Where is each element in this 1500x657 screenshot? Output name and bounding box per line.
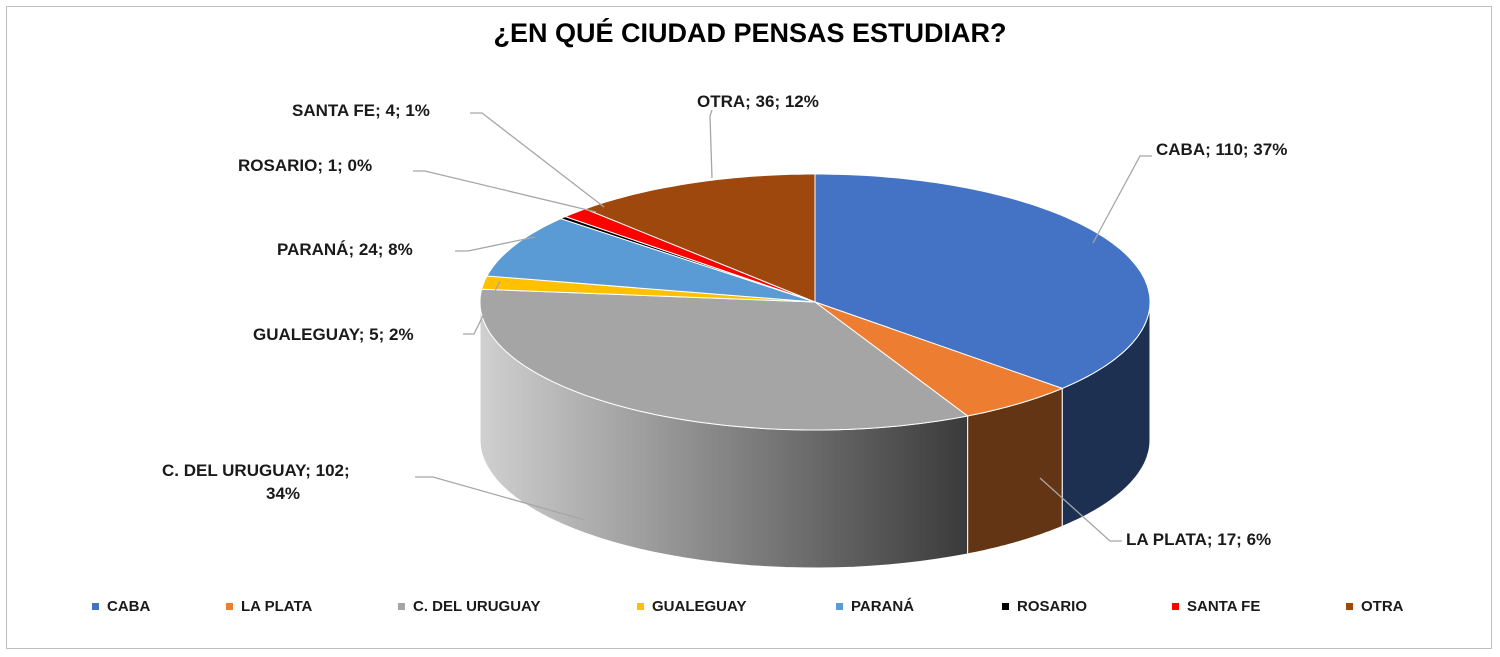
legend-label-c-del-uruguay: C. DEL URUGUAY xyxy=(413,598,541,615)
legend-item-santa-fe: SANTA FE xyxy=(1172,598,1260,615)
data-label-santa-fe: SANTA FE; 4; 1% xyxy=(292,101,430,120)
legend-swatch-gualeguay xyxy=(637,603,644,610)
data-label-parana: PARANÁ; 24; 8% xyxy=(277,240,413,259)
legend-label-otra: OTRA xyxy=(1361,598,1404,615)
leader-line-c-del-uruguay xyxy=(415,476,586,521)
leader-line-la-plata xyxy=(1039,477,1122,542)
pie-tops xyxy=(479,173,1151,431)
legend-swatch-c-del-uruguay xyxy=(398,603,405,610)
leader-line-parana xyxy=(455,236,536,252)
legend-swatch-parana xyxy=(836,603,843,610)
data-label-la-plata: LA PLATA; 17; 6% xyxy=(1126,530,1272,549)
legend: CABA LA PLATA C. DEL URUGUAY GUALEGUAY P… xyxy=(0,598,1500,622)
pie-slice-la-plata xyxy=(814,301,1064,417)
legend-item-parana: PARANÁ xyxy=(836,598,914,615)
legend-swatch-rosario xyxy=(1002,603,1009,610)
leader-line-gualeguay xyxy=(463,280,501,335)
legend-label-gualeguay: GUALEGUAY xyxy=(652,598,747,615)
legend-item-rosario: ROSARIO xyxy=(1002,598,1087,615)
legend-label-la-plata: LA PLATA xyxy=(241,598,313,615)
pie-slice-otra xyxy=(583,173,816,303)
legend-swatch-caba xyxy=(92,603,99,610)
chart-title: ¿EN QUÉ CIUDAD PENSAS ESTUDIAR? xyxy=(493,18,1007,48)
pie-slice-parana xyxy=(486,218,816,303)
legend-item-c-del-uruguay: C. DEL URUGUAY xyxy=(398,598,541,615)
legend-item-la-plata: LA PLATA xyxy=(226,598,312,615)
legend-swatch-otra xyxy=(1346,603,1353,610)
legend-swatch-santa-fe xyxy=(1172,603,1179,610)
legend-label-parana: PARANÁ xyxy=(851,598,915,615)
data-label-c-del-uruguay-line2: 34% xyxy=(266,484,301,503)
pie-slice-caba xyxy=(814,173,1151,389)
data-label-caba: CABA; 110; 37% xyxy=(1156,140,1288,159)
data-label-rosario: ROSARIO; 1; 0% xyxy=(238,156,373,175)
pie-slice-c-del-uruguay xyxy=(479,288,969,431)
data-label-c-del-uruguay-line1: C. DEL URUGUAY; 102; xyxy=(162,461,350,480)
leader-lines xyxy=(413,109,1152,542)
legend-label-caba: CABA xyxy=(107,598,151,615)
leader-line-rosario xyxy=(413,170,597,213)
legend-item-caba: CABA xyxy=(92,598,150,615)
legend-item-otra: OTRA xyxy=(1346,598,1404,615)
legend-item-gualeguay: GUALEGUAY xyxy=(637,598,746,615)
data-label-gualeguay: GUALEGUAY; 5; 2% xyxy=(253,325,414,344)
legend-label-santa-fe: SANTA FE xyxy=(1187,598,1261,615)
data-label-otra: OTRA; 36; 12% xyxy=(697,92,819,111)
legend-label-rosario: ROSARIO xyxy=(1017,598,1088,615)
leader-line-santa-fe xyxy=(470,112,605,208)
leader-line-otra xyxy=(709,109,713,179)
legend-swatch-la-plata xyxy=(226,603,233,610)
leader-line-caba xyxy=(1092,155,1152,244)
